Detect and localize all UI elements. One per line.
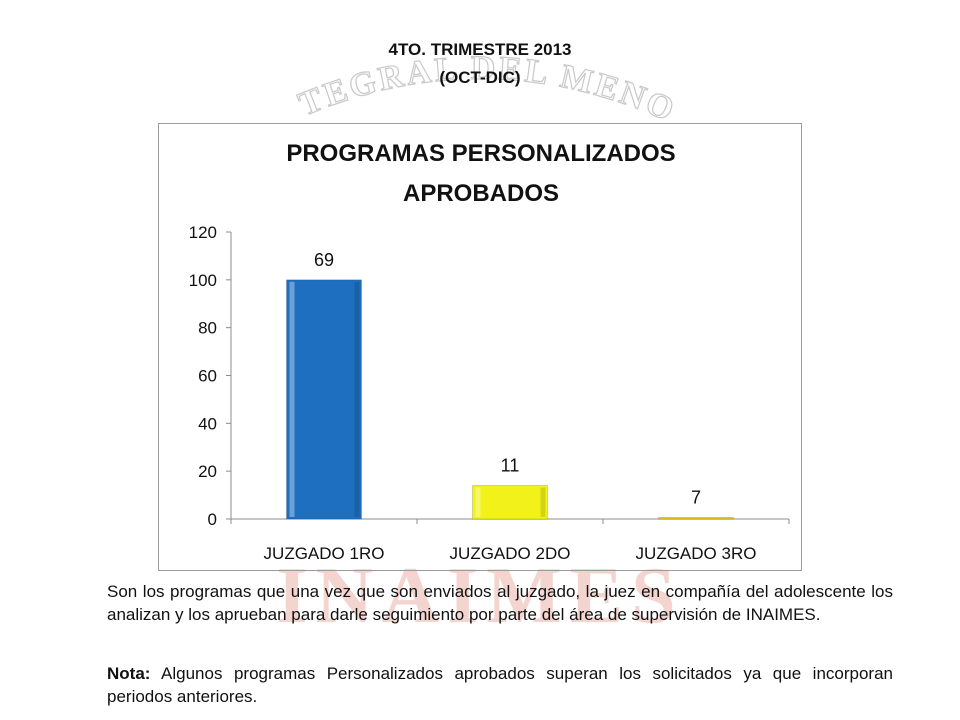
watermark-arc-text: INTEGRAL DEL MENOR — [0, 0, 679, 130]
y-tick-label: 100 — [189, 271, 217, 290]
description-text: Son los programas que una vez que son en… — [107, 582, 893, 624]
data-label-3: 7 — [691, 488, 701, 508]
svg-text:INTEGRAL DEL MENOR: INTEGRAL DEL MENOR — [0, 0, 682, 130]
header-line-1: 4TO. TRIMESTRE 2013 — [388, 40, 572, 59]
bar-1 — [286, 279, 362, 520]
chart-title-line-1: PROGRAMAS PERSONALIZADOS — [286, 140, 676, 167]
note-label: Nota: — [107, 664, 151, 683]
y-tick-label: 40 — [198, 414, 217, 433]
bar-shade-1 — [354, 281, 360, 517]
data-label-1: 69 — [314, 250, 334, 270]
chart-title-line-2: APROBADOS — [402, 180, 559, 207]
bar-3 — [658, 517, 734, 520]
bar-2 — [472, 485, 548, 520]
y-tick-label: 20 — [198, 462, 217, 481]
bar-chart: 0 20 40 60 80 100 120 69 JUZGADO 1RO 11 JUZGADO 2D… — [189, 223, 790, 563]
x-category-label: JUZGADO 2DO — [450, 544, 571, 563]
y-tick-label: 120 — [189, 223, 217, 242]
x-category-label: JUZGADO 3RO — [636, 544, 757, 563]
bar-shade-2 — [540, 487, 546, 517]
x-category-label: JUZGADO 1RO — [264, 544, 385, 563]
data-label-2: 11 — [501, 456, 520, 476]
note-paragraph: Nota: Algunos programas Personalizados a… — [107, 662, 893, 708]
y-tick-label: 0 — [208, 510, 217, 529]
y-tick-label: 60 — [198, 367, 217, 386]
note-body: Algunos programas Personalizados aprobad… — [107, 664, 893, 706]
chart-container: PROGRAMAS PERSONALIZADOS APROBADOS 0 20 40… — [158, 123, 802, 571]
y-tick-label: 80 — [198, 319, 217, 338]
bar-highlight-1 — [289, 281, 295, 517]
header-line-2: (OCT-DIC) — [439, 68, 521, 87]
bar-highlight-2 — [475, 487, 481, 517]
